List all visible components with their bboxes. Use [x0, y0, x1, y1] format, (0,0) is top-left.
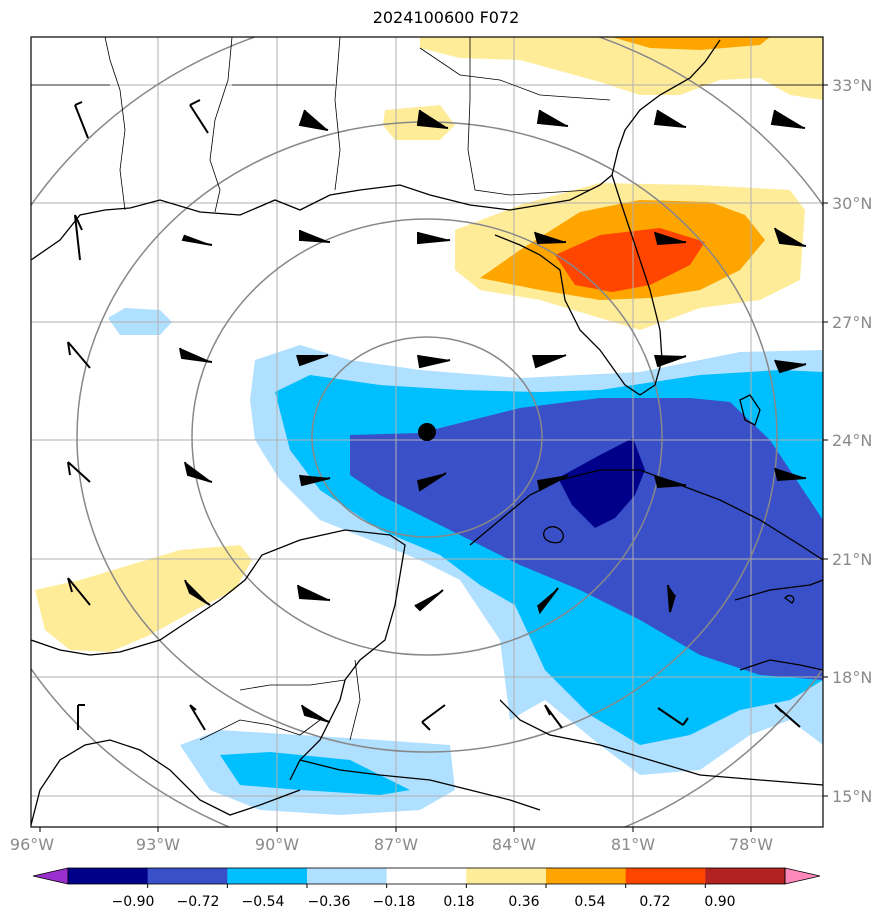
colorbar-label: 0.36 [508, 894, 539, 910]
borders [31, 37, 823, 741]
lat-label: 21°N [832, 550, 872, 569]
lat-label: 18°N [832, 668, 872, 687]
colorbar-segment [147, 868, 228, 884]
wind-barbs [67, 99, 807, 731]
colorbar-extend-low [32, 867, 69, 885]
colorbar-extend-high [784, 867, 821, 885]
lat-label: 33°N [832, 76, 872, 95]
lat-labels: 33°N 30°N 27°N 24°N 21°N 18°N 15°N [832, 76, 872, 806]
lon-label: 78°W [729, 835, 773, 854]
lat-label: 24°N [832, 431, 872, 450]
lat-label: 27°N [832, 313, 872, 332]
map-content [31, 37, 823, 827]
colorbar-label: 0.90 [704, 894, 735, 910]
lat-label: 30°N [832, 194, 872, 213]
graticule [31, 37, 823, 827]
colorbar-label: −0.54 [242, 894, 285, 910]
colorbar [32, 867, 821, 888]
colorbar-segment [386, 868, 467, 884]
field-pos-036-ne [612, 37, 770, 50]
map-frame [30, 36, 824, 828]
storm-center-marker [418, 423, 436, 441]
colorbar-label: 0.18 [443, 894, 474, 910]
colorbar-segment [625, 868, 706, 884]
colorbar-segment [227, 868, 308, 884]
lon-label: 87°W [374, 835, 418, 854]
lon-labels: 96°W 93°W 90°W 87°W 84°W 81°W 78°W [10, 835, 773, 854]
map-title: 2024100600 F072 [372, 8, 520, 27]
lon-label: 93°W [136, 835, 180, 854]
colorbar-segment [466, 868, 547, 884]
colorbar-label: −0.90 [112, 894, 155, 910]
field-neg-036-south [220, 752, 410, 795]
colorbar-segment [546, 868, 627, 884]
colorbar-frame [67, 867, 786, 885]
field-neg-072 [558, 438, 645, 528]
colorbar-label: −0.36 [308, 894, 351, 910]
field-pos-018-ne [420, 37, 823, 100]
colorbar-label: −0.72 [177, 894, 220, 910]
field-pos-018-yucatan [35, 545, 252, 652]
colorbar-segment [68, 868, 149, 884]
colorbar-label: −0.18 [373, 894, 416, 910]
colorbar-segment [705, 868, 786, 884]
colorbar-label: 0.72 [639, 894, 670, 910]
lon-label: 96°W [10, 835, 54, 854]
colorbar-labels: −0.90 −0.72 −0.54 −0.36 −0.18 0.18 0.36 … [112, 894, 736, 910]
coastlines [31, 39, 823, 826]
field-neg-054 [350, 398, 823, 680]
lon-label: 84°W [492, 835, 536, 854]
lon-label: 90°W [255, 835, 299, 854]
colorbar-segment [307, 868, 388, 884]
lat-label: 15°N [832, 787, 872, 806]
lon-label: 81°W [611, 835, 655, 854]
colorbar-label: 0.54 [574, 894, 605, 910]
axis-ticks [39, 84, 828, 832]
